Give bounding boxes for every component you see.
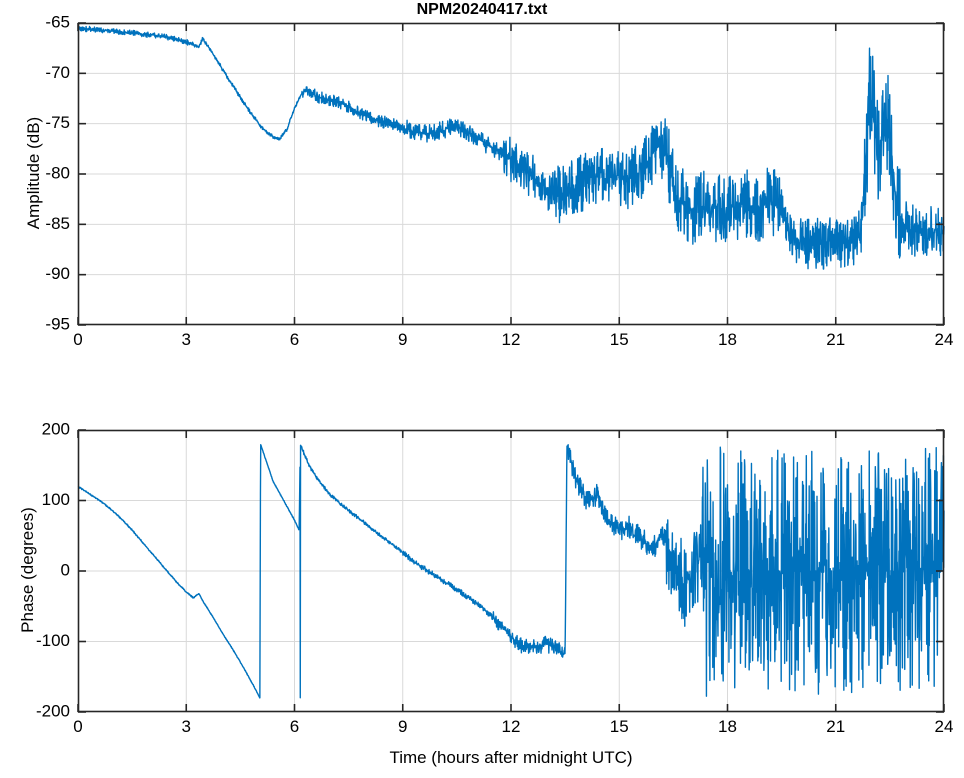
y-tick-label: -90	[45, 264, 70, 283]
y-tick-label: -95	[45, 314, 70, 333]
x-tick-label: 6	[290, 717, 299, 736]
y-tick-label: -85	[45, 214, 70, 233]
figure-title: NPM20240417.txt	[416, 1, 548, 18]
x-tick-label: 21	[826, 330, 845, 349]
y-tick-label: 100	[42, 490, 70, 509]
x-tick-label: 18	[718, 330, 737, 349]
y-tick-label: -70	[45, 63, 70, 82]
x-tick-label: 21	[826, 717, 845, 736]
tick-labels: -200 -100 0 100 200 0 3 6 9 12 15 18 21 24	[36, 419, 953, 736]
x-tick-label: 6	[290, 330, 299, 349]
tick-marks	[77, 22, 945, 326]
y-tick-label: 0	[61, 560, 70, 579]
x-tick-label: 3	[182, 717, 191, 736]
data-series-line	[77, 25, 945, 270]
x-tick-label: 18	[718, 717, 737, 736]
data-series-line	[77, 444, 945, 699]
tick-labels: -95 -90 -85 -80 -75 -70 -65 0 3 6 9 12 15 18 21 24	[45, 12, 953, 349]
phase-plot-svg: -200 -100 0 100 200 0 3 6 9 12 15 18 21 24	[36, 419, 953, 736]
amplitude-axes: -95 -90 -85 -80 -75 -70 -65 0 3 6 9 12 15 18 21 24	[45, 12, 953, 349]
y-tick-label: -100	[36, 631, 70, 650]
phase-y-axis-label: Phase (degrees)	[18, 507, 37, 633]
amplitude-y-axis-label: Amplitude (dB)	[24, 116, 43, 230]
x-tick-label: 24	[935, 717, 954, 736]
y-tick-label: -200	[36, 701, 70, 720]
x-tick-label: 3	[182, 330, 191, 349]
x-tick-label: 15	[610, 717, 629, 736]
y-tick-label: -75	[45, 113, 70, 132]
x-tick-label: 0	[73, 717, 82, 736]
phase-axes: -200 -100 0 100 200 0 3 6 9 12 15 18 21 24	[36, 419, 953, 736]
phase-x-axis-label: Time (hours after midnight UTC)	[389, 748, 633, 767]
x-tick-label: 9	[398, 717, 407, 736]
y-tick-label: 200	[42, 419, 70, 438]
y-tick-label: -65	[45, 12, 70, 31]
x-tick-label: 12	[502, 717, 521, 736]
tick-marks	[77, 429, 945, 713]
gridlines	[78, 23, 944, 325]
x-tick-label: 12	[502, 330, 521, 349]
y-tick-label: -80	[45, 163, 70, 182]
x-tick-label: 24	[935, 330, 954, 349]
x-tick-label: 15	[610, 330, 629, 349]
x-tick-label: 9	[398, 330, 407, 349]
amplitude-plot-svg: -95 -90 -85 -80 -75 -70 -65 0 3 6 9 12 15 18 21 24	[45, 12, 953, 349]
x-tick-label: 0	[73, 330, 82, 349]
